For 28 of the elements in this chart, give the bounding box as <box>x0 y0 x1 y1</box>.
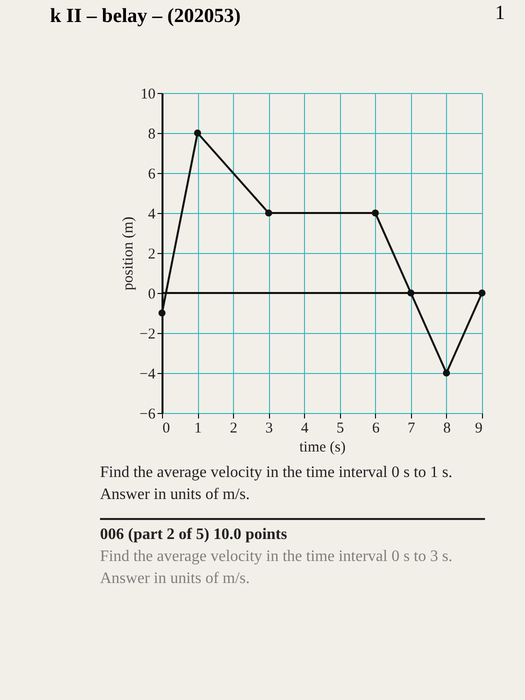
x-tick-label: 1 <box>194 420 202 436</box>
x-tick-label: 6 <box>372 420 380 436</box>
x-tick-label: 3 <box>265 420 273 436</box>
text: Answer in units of m/s. <box>100 486 251 504</box>
x-tick-label: 9 <box>475 420 482 436</box>
text: Find the average velocity in the time interval 0 s to 1 s. <box>100 464 454 482</box>
y-tick-label: −4 <box>140 366 156 382</box>
y-tick-label: 6 <box>148 166 156 182</box>
y-tick-label: 8 <box>148 126 156 142</box>
chart-title: k II – belay – (202053) <box>50 5 241 27</box>
text: 1 <box>495 2 505 25</box>
x-tick-label: 0 <box>162 420 170 436</box>
x-tick-label: 5 <box>336 420 344 436</box>
x-tick-label: 7 <box>408 420 416 436</box>
text: Answer in units of m/s. <box>100 570 251 588</box>
y-tick-label: 4 <box>148 206 156 222</box>
y-tick-label: −2 <box>140 326 156 342</box>
y-tick-label: 10 <box>140 86 156 102</box>
y-tick-label: 2 <box>148 246 156 262</box>
y-tick-label: −6 <box>140 406 156 422</box>
x-tick-label: 2 <box>230 420 238 436</box>
x-axis-title: time (s) <box>299 440 346 456</box>
x-tick-label: 4 <box>300 420 309 436</box>
text: Find the average velocity in the time interval 0 s to 3 s. <box>100 548 454 566</box>
text: 006 (part 2 of 5) 10.0 points <box>100 518 485 544</box>
y-tick-label: 0 <box>148 286 156 302</box>
y-axis-title: position (m) <box>120 216 137 290</box>
x-tick-label: 8 <box>443 420 451 436</box>
